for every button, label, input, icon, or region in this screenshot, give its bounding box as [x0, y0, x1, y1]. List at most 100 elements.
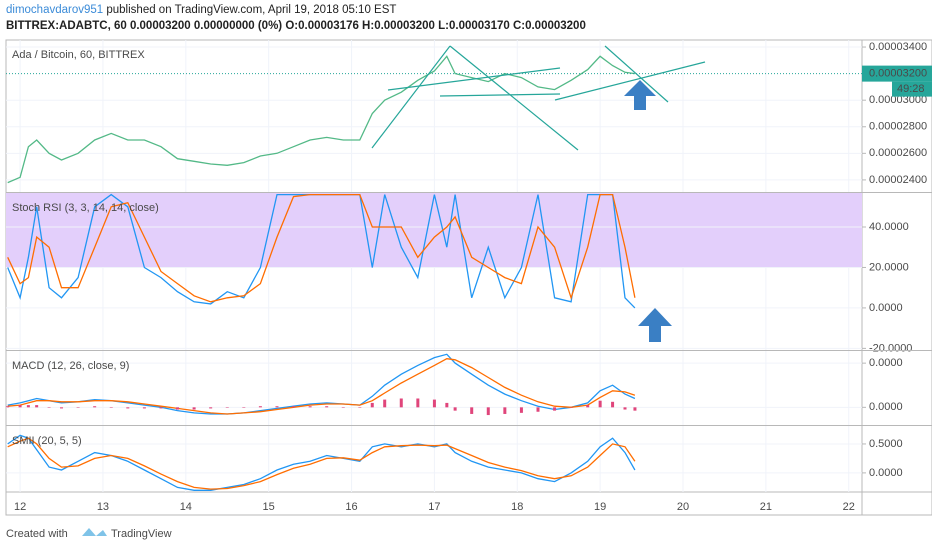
user[interactable]: dimochavdarov951	[6, 4, 103, 16]
y-tick-label: 0.5000	[869, 438, 903, 450]
histogram-bar	[176, 407, 180, 410]
histogram-bar	[142, 407, 146, 409]
histogram-bar	[26, 405, 30, 408]
histogram-bar	[93, 406, 97, 408]
histogram-bar	[399, 398, 403, 408]
histogram-bar	[569, 407, 573, 408]
band	[6, 193, 862, 268]
histogram-bar	[76, 407, 80, 408]
histogram-bar	[308, 406, 312, 408]
x-tick-label: 12	[14, 501, 26, 513]
header-line: dimochavdarov951 published on TradingVie…	[6, 4, 396, 16]
footer-text: Created with	[6, 528, 68, 540]
x-tick-label: 16	[345, 501, 357, 513]
y-tick-label: 0.00003400	[869, 41, 927, 53]
series-line	[7, 353, 636, 415]
countdown-label: 49:28	[897, 83, 925, 95]
histogram-bar	[258, 406, 262, 408]
histogram-bar	[536, 407, 540, 412]
x-tick-label: 19	[594, 501, 606, 513]
plot: 12 13 14 15 16 17 18 19 20 21 22 0.00003400 0.000030…	[6, 40, 932, 513]
price-badge-label: 0.00003200	[869, 68, 927, 80]
series-line	[7, 193, 636, 303]
histogram-bar	[35, 405, 39, 408]
histogram-bar	[192, 407, 196, 410]
brand[interactable]: TradingView	[111, 528, 172, 540]
histogram-bar	[445, 402, 449, 408]
histogram-bar	[633, 407, 637, 411]
y-tick-label: 0.00002800	[869, 121, 927, 133]
x-tick-label: 20	[677, 501, 689, 513]
histogram-bar	[18, 405, 22, 408]
x-tick-label: 14	[180, 501, 192, 513]
histogram-bar	[453, 407, 457, 411]
pane	[6, 434, 862, 491]
drawings	[371, 45, 706, 151]
x-tick-label: 18	[511, 501, 523, 513]
x-tick-label: 15	[263, 501, 275, 513]
pane-title: Ada / Bitcoin, 60, BITTREX	[12, 49, 145, 61]
countdown-badge	[892, 81, 932, 97]
histogram-bar	[47, 407, 51, 408]
trend-line	[449, 45, 579, 151]
histogram-bar	[60, 407, 64, 409]
y-tick-label: 0.0000	[869, 302, 903, 314]
histogram-bar	[358, 407, 362, 408]
y-tick-label: 0.00002600	[869, 147, 927, 159]
chart-frame	[5, 39, 932, 516]
histogram-bar	[370, 402, 374, 408]
histogram-bar	[519, 407, 523, 413]
histogram-bar	[209, 407, 213, 409]
histogram-bar	[341, 407, 345, 408]
histogram-bar	[623, 407, 627, 410]
y-tick-label: 40.0000	[869, 221, 909, 233]
trend-line	[387, 67, 561, 91]
pane-title: SMII (20, 5, 5)	[12, 435, 82, 447]
pane	[6, 193, 862, 349]
histogram-bar	[503, 407, 507, 414]
histogram-bar	[292, 406, 296, 408]
histogram-bar	[242, 407, 246, 408]
trend-line	[554, 61, 706, 101]
trend-line	[371, 45, 451, 149]
price-badge	[862, 65, 932, 82]
symbol-line: BITTREX:ADABTC, 60 0.00003200 0.00000000…	[6, 20, 586, 32]
histogram-bar	[159, 407, 163, 409]
histogram-bar	[486, 407, 490, 416]
pane-title: MACD (12, 26, close, 9)	[12, 360, 129, 372]
series-line	[7, 437, 636, 490]
y-tick-label: 0.0000	[869, 357, 903, 369]
histogram-bar	[586, 405, 590, 408]
y-tick-label: 20.0000	[869, 261, 909, 273]
y-tick-label: 0.0000	[869, 401, 903, 413]
histogram-bar	[598, 400, 602, 408]
histogram-bar	[432, 399, 436, 408]
trend-line	[439, 93, 561, 97]
series-line	[7, 434, 636, 491]
histogram-bar	[470, 407, 474, 414]
histogram-bar	[126, 407, 130, 409]
histogram-bar	[383, 399, 387, 408]
x-tick-label: 17	[428, 501, 440, 513]
y-tick-label: -20.0000	[869, 342, 912, 354]
published: published on TradingView.com, April 19, …	[106, 4, 396, 16]
histogram-bar	[6, 406, 10, 408]
arrow-icon	[638, 308, 672, 342]
pane	[6, 353, 862, 416]
histogram-bar	[325, 406, 329, 408]
pane	[6, 46, 862, 184]
histogram-bar	[611, 401, 615, 408]
y-tick-label: 0.00002400	[869, 174, 927, 186]
y-tick-label: 0.0000	[869, 467, 903, 479]
brand-logo	[82, 528, 107, 536]
pane-title: Stoch RSI (3, 3, 14, 14, close)	[12, 202, 159, 214]
histogram-bar	[109, 407, 113, 408]
histogram-bar	[416, 398, 420, 408]
x-tick-label: 22	[843, 501, 855, 513]
series-line	[7, 55, 635, 184]
y-tick-label: 0.00003000	[869, 94, 927, 106]
histogram-bar	[553, 407, 557, 411]
histogram-bar	[225, 407, 229, 408]
